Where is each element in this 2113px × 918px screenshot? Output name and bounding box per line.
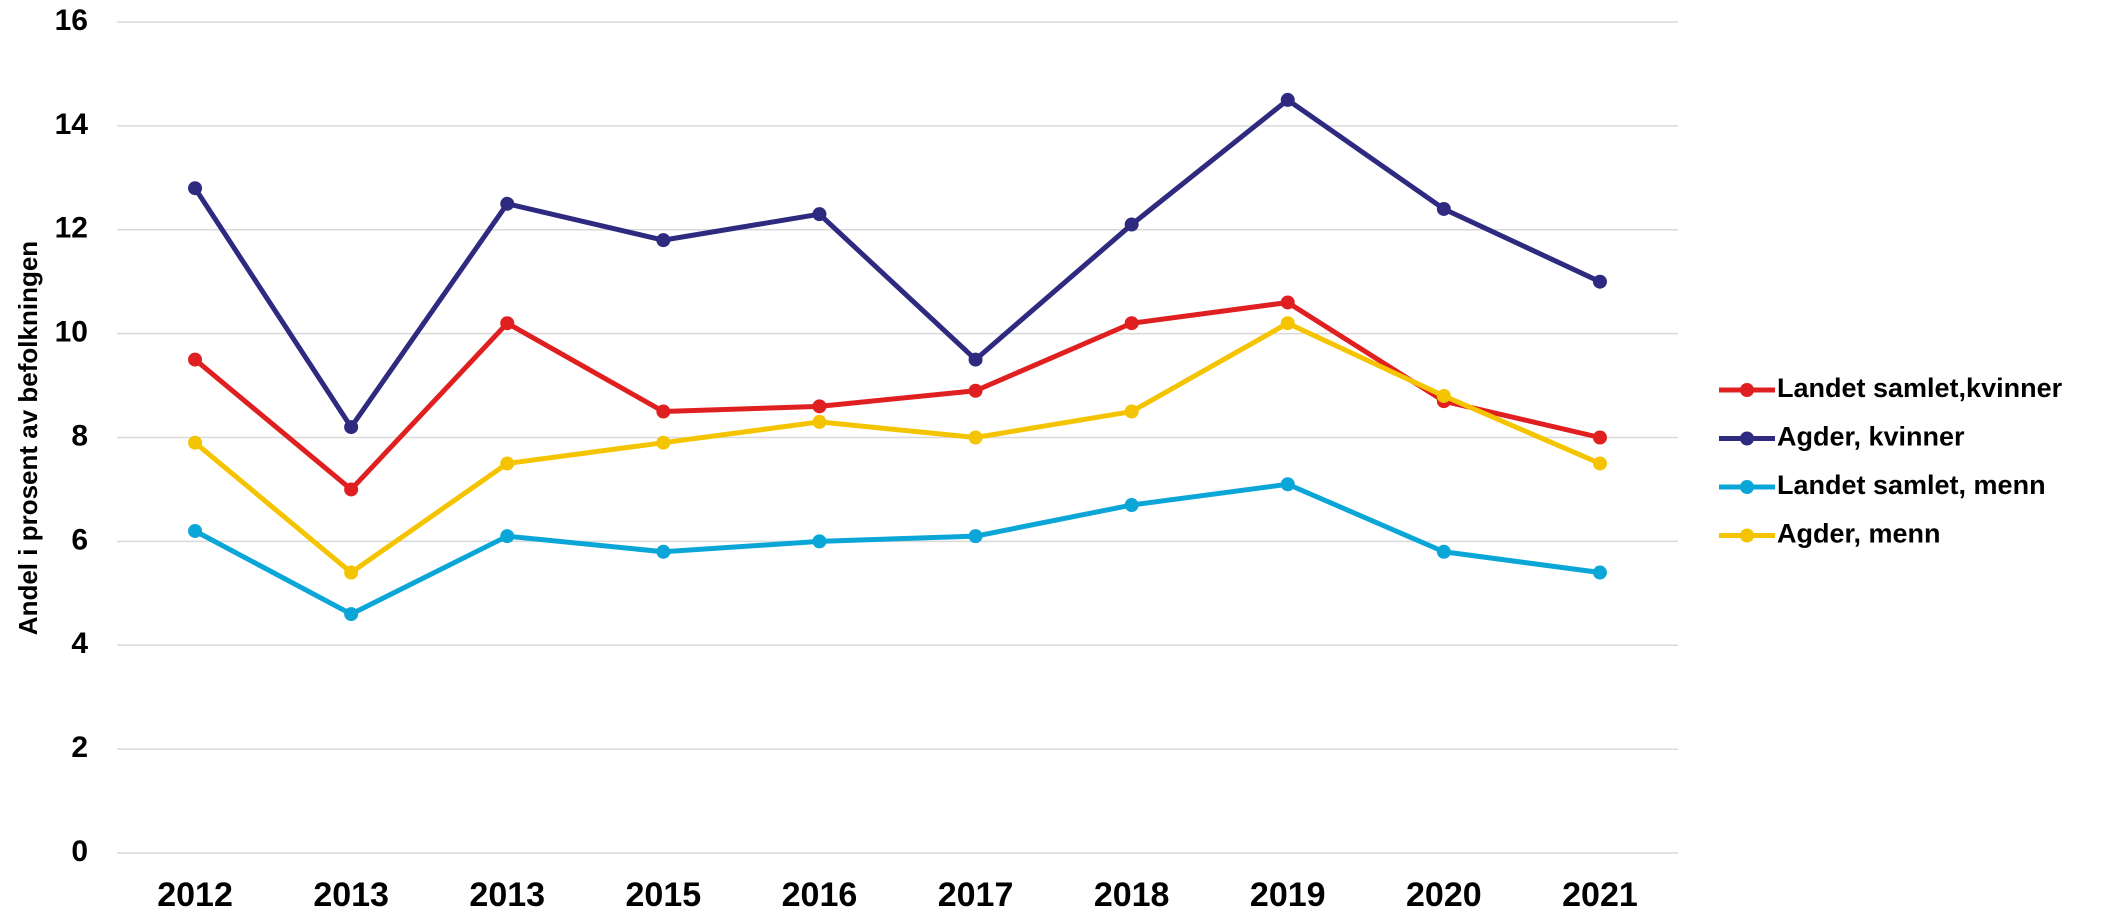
data-point: [500, 529, 515, 544]
legend-marker: [1740, 383, 1754, 397]
legend-label: Landet samlet,kvinner: [1777, 373, 2063, 403]
y-axis-title: Andel i prosent av befolkningen: [13, 241, 43, 635]
data-point: [1592, 456, 1607, 471]
x-tick-label: 2013: [313, 876, 389, 914]
data-point: [500, 316, 515, 331]
data-point: [188, 435, 203, 450]
x-tick-label: 2016: [782, 876, 858, 914]
x-tick-label: 2012: [157, 876, 233, 914]
data-point: [656, 435, 671, 450]
data-point: [968, 352, 983, 367]
data-point: [812, 399, 827, 414]
data-point: [1124, 404, 1139, 419]
data-point: [812, 207, 827, 222]
series-line: [193, 481, 1601, 617]
data-point: [968, 383, 983, 398]
x-tick-label: 2019: [1250, 876, 1326, 914]
data-point: [1280, 316, 1295, 331]
data-point: [656, 404, 671, 419]
data-point: [344, 482, 359, 497]
y-tick-label: 16: [55, 4, 88, 37]
legend-marker: [1740, 528, 1754, 543]
series-line: [192, 97, 1602, 430]
data-point: [1592, 430, 1607, 445]
data-point: [1592, 565, 1607, 580]
data-point: [344, 420, 359, 435]
data-point: [1280, 295, 1295, 310]
data-point: [1436, 544, 1451, 559]
data-point: [1436, 201, 1451, 216]
legend-label: Landet samlet, menn: [1777, 470, 2046, 500]
data-point: [1436, 388, 1451, 403]
y-tick-label: 8: [71, 419, 88, 452]
x-tick-label: 2021: [1562, 876, 1638, 914]
data-point: [188, 181, 203, 196]
y-tick-label: 6: [71, 523, 88, 556]
data-point: [1592, 274, 1607, 289]
data-point: [812, 414, 827, 429]
data-point: [344, 607, 359, 622]
data-point: [500, 196, 515, 211]
y-tick-label: 14: [55, 108, 89, 141]
x-tick-label: 2020: [1406, 876, 1482, 914]
y-tick-label: 0: [71, 835, 88, 868]
data-point: [968, 430, 983, 445]
data-point: [656, 233, 671, 248]
data-point: [1280, 92, 1295, 107]
data-point: [1124, 217, 1139, 232]
y-tick-label: 2: [71, 731, 88, 764]
data-point: [656, 544, 671, 559]
data-point: [1124, 316, 1139, 331]
data-point: [1124, 498, 1139, 513]
legend-label: Agder, menn: [1777, 519, 1941, 549]
x-tick-label: 2015: [626, 876, 702, 914]
data-point: [968, 529, 983, 544]
y-tick-label: 12: [55, 212, 88, 245]
legend-label: Agder, kvinner: [1777, 422, 1965, 452]
data-point: [344, 565, 359, 580]
data-point: [1280, 477, 1295, 492]
series-line: [193, 320, 1601, 576]
data-point: [812, 534, 827, 549]
legend-marker: [1740, 431, 1754, 446]
y-tick-label: 4: [71, 627, 88, 660]
x-tick-label: 2013: [469, 876, 545, 914]
x-tick-label: 2018: [1094, 876, 1170, 914]
data-point: [188, 523, 203, 538]
data-point: [188, 352, 203, 367]
series-line: [193, 299, 1601, 492]
data-point: [500, 456, 515, 471]
x-tick-label: 2017: [938, 876, 1014, 914]
y-tick-label: 10: [55, 316, 88, 349]
legend-marker: [1740, 480, 1754, 494]
